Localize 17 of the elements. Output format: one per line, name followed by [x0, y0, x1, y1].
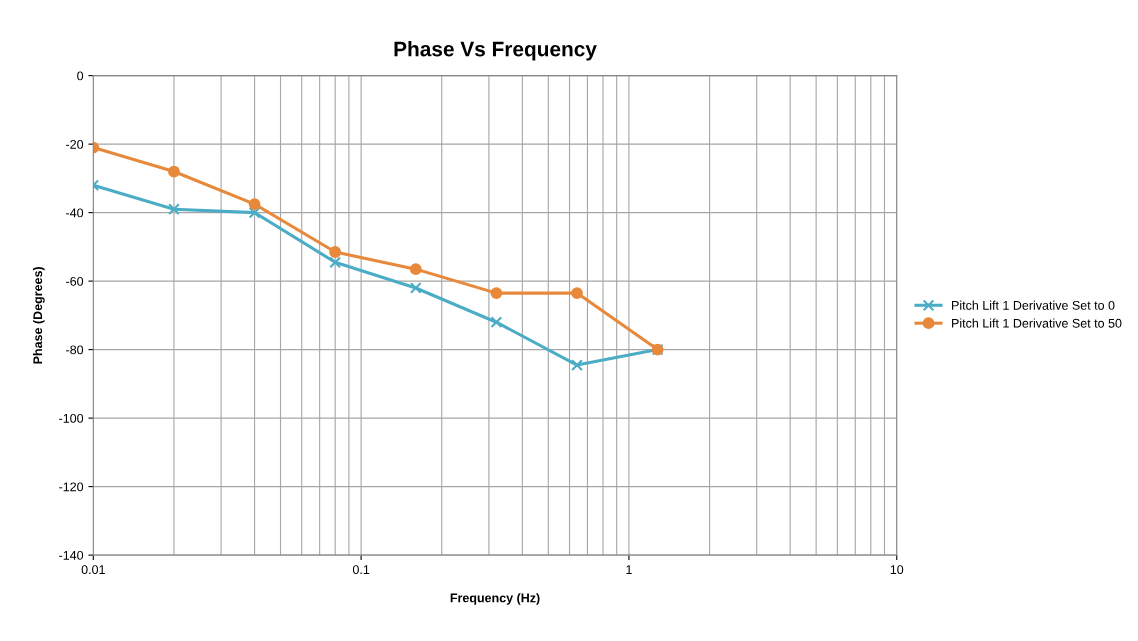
legend-label: Pitch Lift 1 Derivative Set to 50 — [952, 318, 1122, 328]
legend-label: Pitch Lift 1 Derivative Set to 0 — [952, 300, 1115, 310]
y-tick-label: -80 — [66, 345, 84, 355]
y-tick-label: -120 — [59, 482, 84, 492]
y-tick-label: 0 — [77, 71, 84, 81]
y-tick-label: -140 — [59, 550, 84, 560]
x-tick-label: 0.01 — [81, 565, 105, 575]
y-tick-label: -60 — [66, 276, 84, 286]
y-tick-label: -40 — [66, 208, 84, 218]
y-tick-label: -20 — [66, 139, 84, 149]
y-axis-title: Phase (Degrees) — [32, 267, 45, 364]
y-tick-label: -100 — [59, 413, 84, 423]
chart-title: Phase Vs Frequency — [394, 41, 597, 61]
x-tick-label: 1 — [626, 565, 632, 574]
x-tick-label: 10 — [890, 565, 904, 575]
x-axis-title: Frequency (Hz) — [450, 593, 540, 605]
x-tick-label: 0.1 — [352, 565, 370, 575]
